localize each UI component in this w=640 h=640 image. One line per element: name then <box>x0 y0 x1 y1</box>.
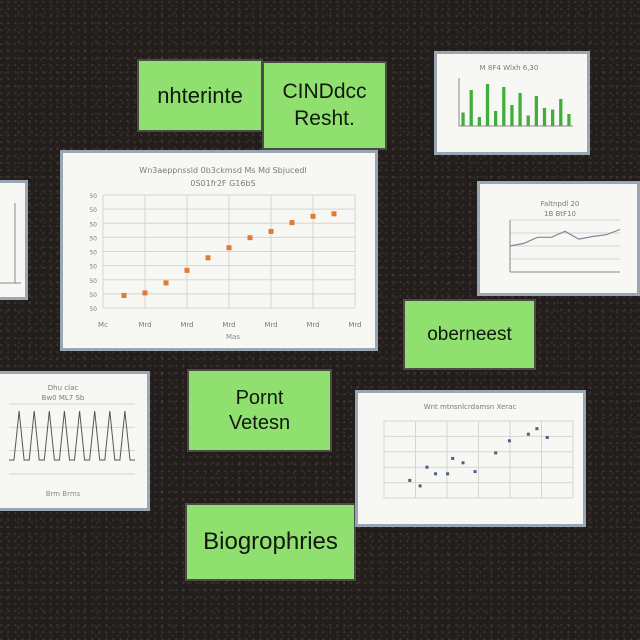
line-chart-subtitle: 1B BtF10 <box>544 210 576 218</box>
scatter-chart-point <box>494 451 497 454</box>
main-chart-point <box>269 229 274 234</box>
note-bottom-text: Biogrophries <box>203 527 338 557</box>
main-chart-x-tick: Mrd <box>222 321 235 329</box>
scatter-chart-point <box>527 433 530 436</box>
scatter-chart-point <box>446 472 449 475</box>
spike-chart-series <box>9 411 135 460</box>
scatter-chart-point <box>462 461 465 464</box>
main-chart-point <box>185 268 190 273</box>
main-chart-subtitle: 0S01fr2F G16bS <box>190 179 255 188</box>
bar-chart-bar <box>478 117 481 126</box>
main-chart-point <box>206 255 211 260</box>
note-center-line1: Pornt <box>236 386 284 411</box>
left-edge-card-graphic <box>0 183 25 297</box>
note-bottom: Biogrophries <box>185 503 356 581</box>
main-chart-x-tick: Mrd <box>180 321 193 329</box>
main-chart-point <box>290 220 295 225</box>
main-chart-x-tick: Mrd <box>138 321 151 329</box>
main-chart-x-tick: Mc <box>98 321 108 329</box>
main-chart-y-tick: 50 <box>89 207 97 214</box>
bar-chart-bar <box>494 111 497 126</box>
scatter-chart-point <box>419 484 422 487</box>
line-chart-card: Faltnpdl 20 1B BtF10 <box>477 181 640 296</box>
bar-chart-card: M 8F4 Wlxh 6,30 <box>434 51 590 155</box>
note-top-left-text: nhterinte <box>157 82 243 110</box>
main-chart-y-tick: 50 <box>89 278 97 285</box>
scatter-chart-point <box>535 427 538 430</box>
main-chart-point <box>122 293 127 298</box>
note-right-mid-text: oberneest <box>427 323 512 347</box>
note-top-right-line1: CINDdcc <box>282 79 366 105</box>
main-chart-x-tick: Mrd <box>348 321 361 329</box>
main-chart-point <box>143 290 148 295</box>
scatter-chart-point <box>408 479 411 482</box>
spike-chart: Dhu clac Bw0 ML7 Sb Brm Brms <box>0 374 147 508</box>
bar-chart-bar <box>470 90 473 126</box>
scatter-chart-title: Wnt mtnsnlcrdamsn Xerac <box>424 403 517 411</box>
bar-chart-bar <box>461 113 464 127</box>
spike-chart-title: Dhu clac <box>48 384 79 392</box>
line-chart-series <box>510 230 620 247</box>
bar-chart-bar <box>535 96 538 126</box>
spike-chart-x-label: Brm Brms <box>46 490 81 498</box>
bar-chart-bar <box>551 110 554 127</box>
bar-chart-bar <box>567 114 570 126</box>
main-chart-x-tick: Mrd <box>264 321 277 329</box>
main-chart-card: Wn3aeppnssld 0b3ckmsd Ms Md Sbjucedl 0S0… <box>60 150 378 351</box>
main-chart-y-tick: 50 <box>89 235 97 242</box>
scatter-chart-point <box>508 439 511 442</box>
scatter-chart-point <box>451 457 454 460</box>
main-chart-y-tick: 50 <box>89 306 97 313</box>
bar-chart-bar <box>502 87 505 126</box>
spike-chart-card: Dhu clac Bw0 ML7 Sb Brm Brms <box>0 371 150 511</box>
note-center-line2: Vetesn <box>229 411 290 436</box>
bar-chart: M 8F4 Wlxh 6,30 <box>437 54 587 152</box>
scatter-chart-point <box>546 436 549 439</box>
bar-chart-bar <box>518 93 521 126</box>
bar-chart-bar <box>486 84 489 126</box>
bar-chart-bar <box>510 105 513 126</box>
note-top-right-line2: Resht. <box>294 106 355 132</box>
left-edge-card <box>0 180 28 300</box>
spike-chart-subtitle: Bw0 ML7 Sb <box>42 394 85 402</box>
note-right-mid: oberneest <box>403 299 536 370</box>
main-chart-title: Wn3aeppnssld 0b3ckmsd Ms Md Sbjucedl <box>139 166 306 175</box>
main-chart-y-tick: 50 <box>89 264 97 271</box>
scatter-chart-point <box>434 472 437 475</box>
main-chart-y-tick: 50 <box>89 193 97 200</box>
bar-chart-bar <box>543 108 546 126</box>
bar-chart-bar <box>559 99 562 126</box>
bar-chart-bar <box>527 116 530 127</box>
main-chart-y-tick: 50 <box>89 250 97 257</box>
scatter-chart-point <box>474 470 477 473</box>
main-chart-y-tick: 50 <box>89 292 97 299</box>
scatter-chart-card: Wnt mtnsnlcrdamsn Xerac <box>355 390 586 527</box>
main-chart-y-tick: 50 <box>89 221 97 228</box>
main-chart-x-label: Mas <box>226 333 240 341</box>
main-chart-point <box>164 280 169 285</box>
note-center: Pornt Vetesn <box>187 369 332 452</box>
note-top-left: nhterinte <box>137 59 263 132</box>
main-chart-x-tick: Mrd <box>306 321 319 329</box>
main-chart-point <box>311 214 316 219</box>
scatter-chart: Wnt mtnsnlcrdamsn Xerac <box>358 393 583 524</box>
main-chart-point <box>332 211 337 216</box>
main-chart-point <box>248 235 253 240</box>
line-chart: Faltnpdl 20 1B BtF10 <box>480 184 637 293</box>
scatter-chart-point <box>425 466 428 469</box>
main-chart: Wn3aeppnssld 0b3ckmsd Ms Md Sbjucedl 0S0… <box>63 153 375 348</box>
line-chart-title: Faltnpdl 20 <box>541 200 580 208</box>
bar-chart-title: M 8F4 Wlxh 6,30 <box>480 64 539 72</box>
note-top-right: CINDdcc Resht. <box>262 61 387 150</box>
main-chart-point <box>227 245 232 250</box>
